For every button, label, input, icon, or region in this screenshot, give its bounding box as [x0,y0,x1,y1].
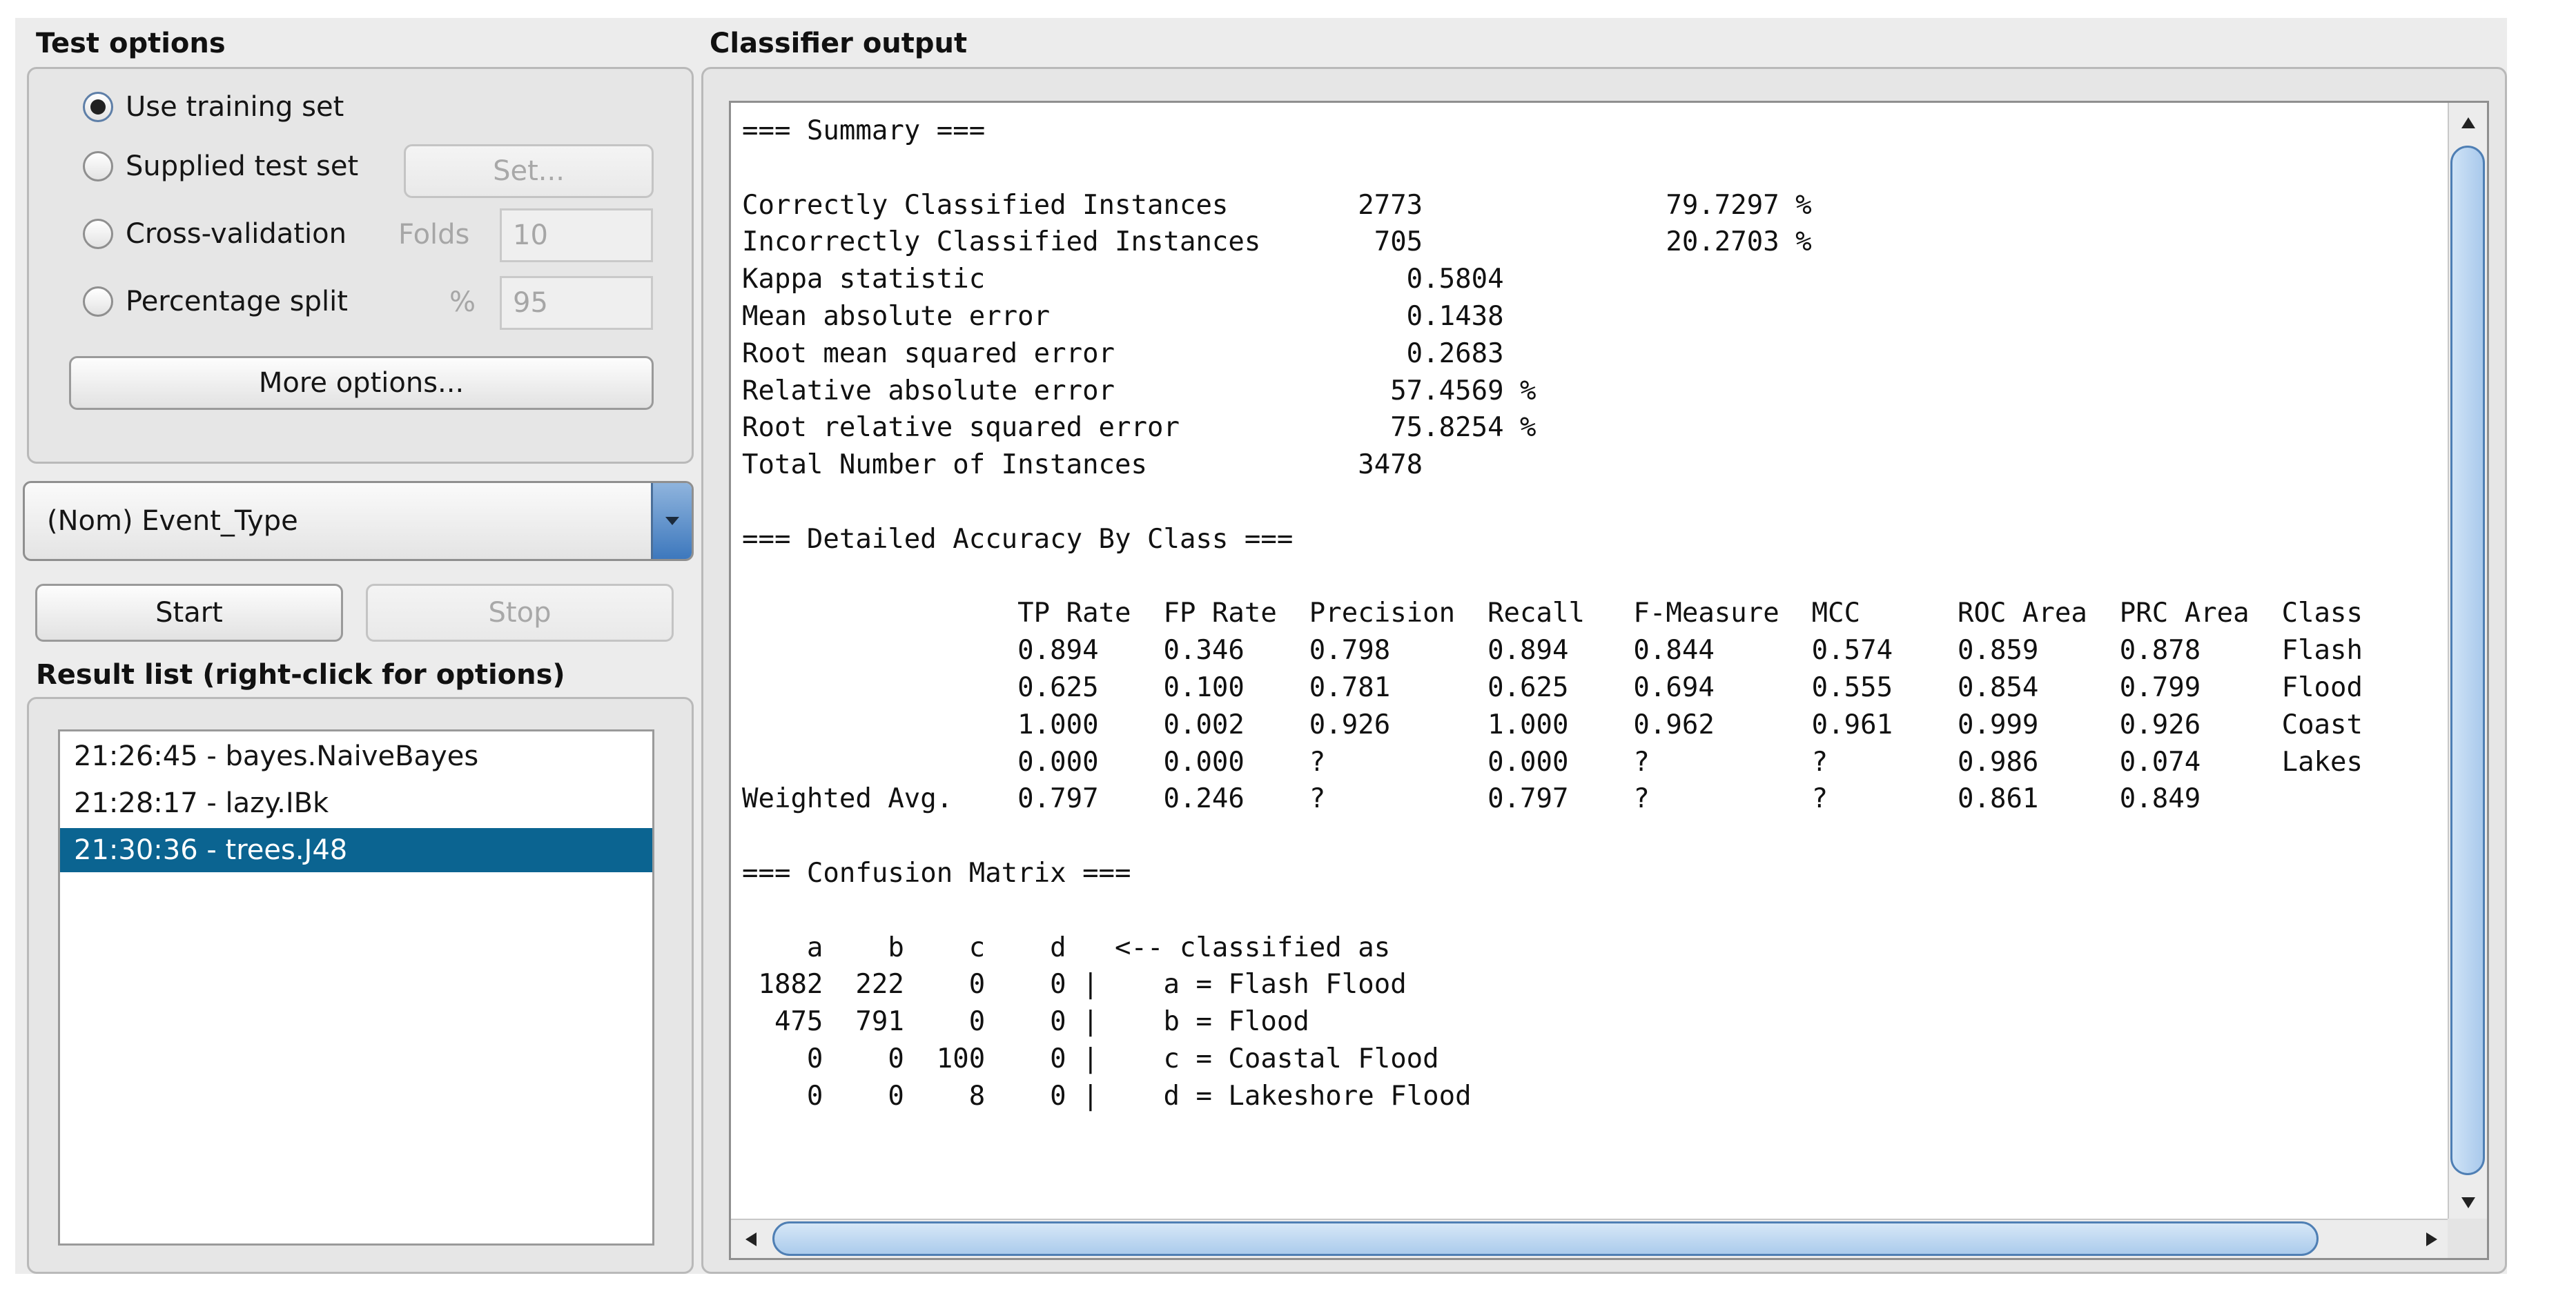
set-button[interactable]: Set... [404,144,654,198]
horizontal-scroll-thumb[interactable] [772,1221,2319,1256]
start-button[interactable]: Start [35,584,343,642]
scroll-down-icon[interactable] [2449,1183,2487,1223]
chevron-down-icon[interactable] [651,483,692,559]
cross-validation-option[interactable]: Cross-validation [83,218,347,250]
more-options-button[interactable]: More options... [69,356,654,410]
scroll-left-icon[interactable] [731,1220,771,1258]
test-options-group: Use training set Supplied test set Set..… [27,67,694,464]
scroll-right-icon[interactable] [2412,1220,2452,1258]
class-attribute-combo[interactable]: (Nom) Event_Type [23,481,694,561]
percentage-split-radio[interactable] [83,286,113,317]
weka-classify-panel: Test options Use training set Supplied t… [15,18,2507,1274]
percentage-split-label: Percentage split [126,286,348,317]
supplied-test-set-label: Supplied test set [126,150,359,182]
classifier-output-area[interactable]: === Summary === Correctly Classified Ins… [729,101,2489,1260]
use-training-set-label: Use training set [126,91,344,123]
folds-field[interactable]: 10 [500,208,653,262]
supplied-test-set-radio[interactable] [83,151,113,181]
cross-validation-radio[interactable] [83,219,113,249]
result-item-j48[interactable]: 21:30:36 - trees.J48 [60,828,652,872]
classifier-output-text: === Summary === Correctly Classified Ins… [742,115,2363,1112]
classifier-output-group: === Summary === Correctly Classified Ins… [701,67,2507,1274]
scroll-corner [2448,1219,2487,1258]
result-list[interactable]: 21:26:45 - bayes.NaiveBayes 21:28:17 - l… [58,729,654,1246]
folds-label: Folds [398,219,470,250]
stop-button[interactable]: Stop [366,584,674,642]
test-options-title: Test options [36,28,226,59]
classifier-output-title: Classifier output [710,28,968,59]
percent-field[interactable]: 95 [500,276,653,330]
result-list-group: 21:26:45 - bayes.NaiveBayes 21:28:17 - l… [27,697,694,1274]
result-list-title: Result list (right-click for options) [36,659,565,691]
result-item-ibk[interactable]: 21:28:17 - lazy.IBk [74,787,329,819]
vertical-scrollbar[interactable] [2448,103,2487,1223]
class-attribute-value: (Nom) Event_Type [47,505,298,537]
horizontal-scrollbar[interactable] [731,1219,2452,1258]
result-item-naive-bayes[interactable]: 21:26:45 - bayes.NaiveBayes [74,740,479,772]
vertical-scroll-thumb[interactable] [2450,146,2485,1175]
percent-label: % [449,286,476,318]
scroll-up-icon[interactable] [2449,103,2487,143]
use-training-set-option[interactable]: Use training set [83,91,344,123]
cross-validation-label: Cross-validation [126,218,347,250]
supplied-test-set-option[interactable]: Supplied test set [83,150,358,182]
percentage-split-option[interactable]: Percentage split [83,286,348,317]
use-training-set-radio[interactable] [83,92,113,122]
